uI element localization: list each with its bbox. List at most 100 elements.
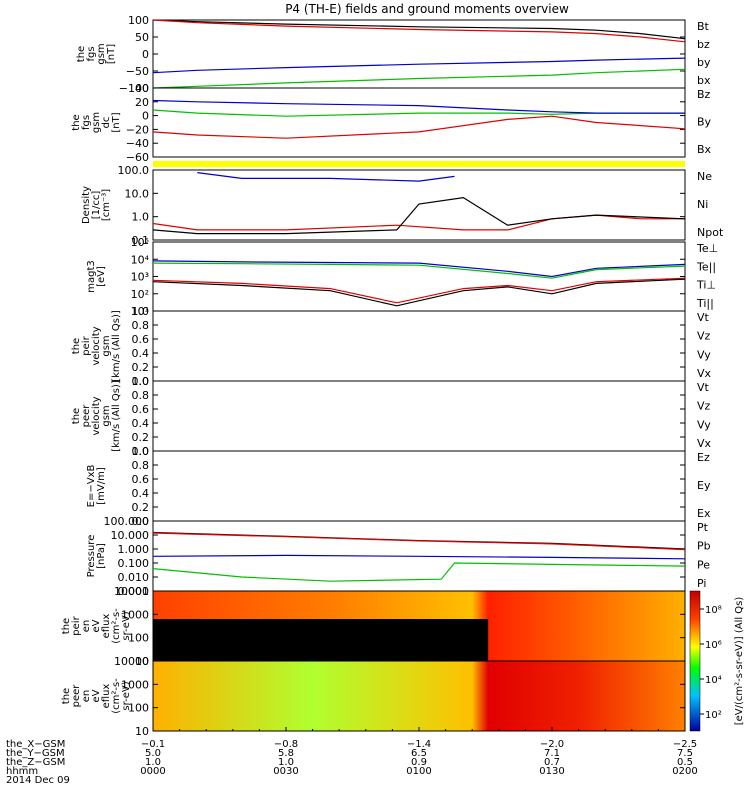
- x-row-label: hhmm: [6, 766, 38, 777]
- y-tick-label: 0.1: [132, 234, 150, 247]
- y-axis-label-line: velocity: [91, 326, 102, 365]
- x-tick-value: 0.9: [411, 757, 427, 768]
- series-pb-line: [152, 532, 686, 551]
- y-tick-label: 10¹: [131, 305, 149, 318]
- y-axis-label-line: (cm²-s-: [111, 678, 122, 714]
- x-tick-value: −2.0: [540, 739, 564, 750]
- y-axis-label-line: [km/s (All Qs)]: [111, 310, 122, 382]
- series-pi-line: [152, 554, 686, 560]
- y-axis-label-line: [nT]: [111, 112, 122, 132]
- y-axis-label: magt3 [eV]: [86, 260, 107, 293]
- y-axis-label-line: gsm: [96, 43, 107, 64]
- colorbar: 10⁸ 10⁶ 10⁴ 10² [eV/(cm²-s-sr-eV)] (All Qs): [689, 590, 745, 732]
- y-tick-label: 20: [135, 96, 149, 109]
- legend-ni: Ni: [697, 198, 708, 211]
- series-pe-line: [152, 562, 686, 582]
- x-row-label: the_Y−GSM: [6, 748, 65, 759]
- plot-title: P4 (TH-E) fields and ground moments over…: [285, 2, 569, 16]
- x-tick-value: 0200: [672, 766, 697, 777]
- x-tick-value: −2.5: [673, 739, 697, 750]
- y-axis-label-line: eV: [91, 619, 102, 632]
- legend-vy: Vy: [697, 418, 711, 431]
- y-tick-label: 0.0: [132, 375, 150, 388]
- legend-ne: Ne: [697, 170, 712, 183]
- series-ni-line: [152, 196, 686, 235]
- y-axis-label-line: the: [61, 618, 72, 634]
- y-tick-label: 1.000: [118, 543, 150, 556]
- y-axis-label-line: peir: [81, 335, 92, 355]
- legend-pi: Pi: [697, 577, 706, 590]
- legend-bx: bx: [697, 74, 711, 87]
- y-axis-label-line: Density: [81, 186, 92, 224]
- y-axis-label-line: gsm: [101, 335, 112, 356]
- y-tick-label: 0: [142, 48, 149, 61]
- legend-pe: Pe: [697, 558, 710, 571]
- y-tick-label: 1000: [121, 608, 149, 621]
- x-row-label: the_Z−GSM: [6, 757, 65, 768]
- y-tick-label: 0.8: [132, 459, 150, 472]
- series-bz-line: [152, 19, 686, 43]
- y-tick-label: 1.0: [132, 445, 150, 458]
- y-tick-label: 100.000: [104, 515, 150, 528]
- legend-bx: Bx: [697, 143, 712, 156]
- colorbar-tick-label: 10⁶: [705, 640, 722, 651]
- series-by-line: [152, 68, 686, 89]
- panel-frame: [152, 19, 686, 89]
- y-tick-label: 0.4: [132, 487, 150, 500]
- legend-by: by: [697, 56, 711, 69]
- y-tick-label: 0: [142, 110, 149, 123]
- colorbar-tick-label: 10⁸: [705, 605, 722, 616]
- y-tick-label: 10³: [131, 271, 149, 284]
- y-tick-label: 0.001: [118, 585, 150, 598]
- y-tick-label: 0.8: [132, 389, 150, 402]
- y-axis-label-line: [eV]: [96, 266, 107, 287]
- colorbar-label: [eV/(cm²-s-sr-eV)] (All Qs): [734, 597, 745, 726]
- legend-pt: Pt: [697, 521, 709, 534]
- y-tick-label: 0.0: [132, 445, 150, 458]
- y-tick-label: 10000: [114, 655, 149, 668]
- series-bx-line: [152, 99, 685, 114]
- x-tick-value: 0.7: [544, 757, 560, 768]
- y-tick-label: 10000: [114, 585, 149, 598]
- panel-frame: [152, 310, 686, 382]
- y-axis-label-line: velocity: [91, 396, 102, 435]
- legend-pb: Pb: [697, 540, 711, 553]
- legend-npot: Npot: [697, 226, 724, 239]
- x-tick-value: 0.5: [677, 757, 693, 768]
- y-axis-label: the peir velocity gsm [km/s (All Qs)]: [71, 310, 122, 382]
- y-axis-label-line: eflux: [101, 614, 112, 639]
- legend-bt: Bt: [697, 20, 710, 33]
- y-tick-label: 0.6: [132, 403, 150, 416]
- series-ti-line: [152, 260, 686, 278]
- x-tick-value: 0030: [273, 766, 298, 777]
- y-tick-label: −60: [126, 151, 149, 164]
- series-ne-line: [152, 214, 685, 231]
- x-tick-value: 0100: [406, 766, 431, 777]
- x-row-label: the_X−GSM: [6, 739, 65, 750]
- x-tick-value: 1.0: [278, 757, 294, 768]
- x-tick-value: 0000: [140, 766, 165, 777]
- y-tick-label: 1.0: [132, 211, 150, 224]
- y-axis-label-line: en: [81, 620, 92, 633]
- time-axis: the_X−GSMthe_Y−GSMthe_Z−GSMhhmm−0.15.01.…: [6, 727, 698, 786]
- legend-bz: Bz: [697, 88, 711, 101]
- legend-vy: Vy: [697, 348, 711, 361]
- y-axis-label-line: dc: [101, 117, 112, 129]
- series-bx-line: [152, 57, 686, 74]
- panel-frame: [152, 380, 686, 452]
- y-axis-label-line: peer: [81, 404, 92, 428]
- y-tick-label: 1.0: [132, 375, 150, 388]
- panel-fgs-gsm: 100 50 0 −50 −100 the fgs gsm [nT] Bt bz by bx: [76, 14, 711, 95]
- yellow-bar: [153, 161, 685, 167]
- x-tick-value: 7.5: [677, 748, 693, 759]
- y-axis-label-line: en: [81, 690, 92, 703]
- x-tick-value: 1.0: [145, 757, 161, 768]
- y-tick-label: 0.6: [132, 473, 150, 486]
- y-axis-label: Pressure [nPa]: [86, 535, 107, 578]
- x-tick-value: 5.0: [145, 748, 161, 759]
- y-tick-label: −50: [126, 65, 149, 78]
- y-tick-label: 0.4: [132, 417, 150, 430]
